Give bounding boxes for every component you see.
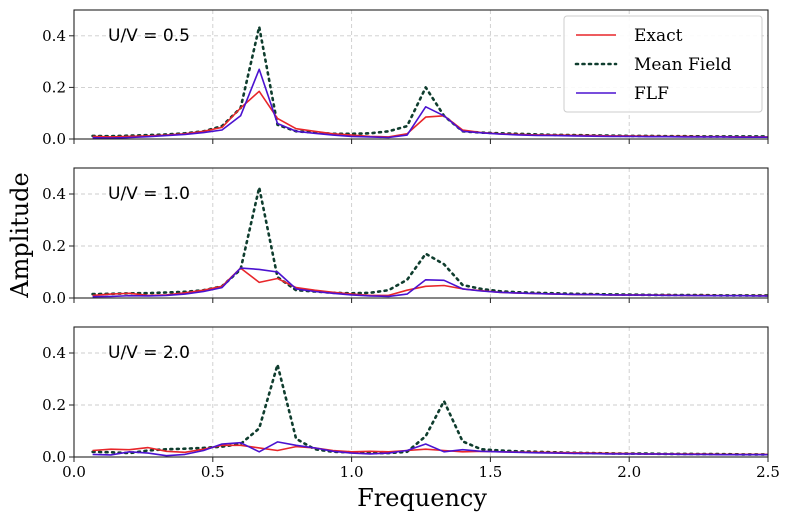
x-tick-label: 2.0: [617, 463, 641, 481]
plot-frame: [73, 326, 769, 458]
legend: Exact Mean Field FLF: [563, 15, 763, 113]
x-axis-title: Frequency: [357, 484, 487, 512]
y-tick-label: 0.0: [42, 448, 66, 466]
legend-label: Mean Field: [634, 55, 732, 75]
y-tick-label: 0.4: [42, 27, 66, 45]
y-tick-label: 0.4: [42, 344, 66, 362]
y-tick-label: 0.0: [42, 130, 66, 148]
x-tick-label: 0.5: [201, 463, 225, 481]
y-axis-title: Amplitude: [6, 172, 34, 298]
legend-box: [563, 15, 763, 113]
series-line-flf: [92, 267, 768, 298]
y-tick-label: 0.4: [42, 185, 66, 203]
x-tick-label: 0.0: [62, 463, 86, 481]
x-tick-label: 1.5: [478, 463, 502, 481]
panel-label: U/V = 0.5: [108, 26, 190, 46]
plot-frame: [73, 9, 769, 140]
panel-label: U/V = 2.0: [108, 343, 190, 363]
panel-2: 0.0 0.2 0.4 U/V = 1.0: [42, 167, 769, 307]
legend-label: FLF: [634, 84, 669, 104]
panel-3: 0.0 0.2 0.4 0.0 0.5 1.0 1.5 2.0 2.5 U/V = 2.0: [42, 326, 780, 481]
panel-1: 0.0 0.2 0.4 U/V = 0.5 Exact Mean Field FLF: [42, 9, 769, 148]
panel-label: U/V = 1.0: [108, 184, 190, 204]
x-tick-label: 1.0: [340, 463, 364, 481]
y-tick-label: 0.2: [42, 78, 66, 96]
series-line-flf: [92, 441, 768, 457]
x-tick-label: 2.5: [756, 463, 780, 481]
series-line-flf: [92, 68, 768, 139]
plot-frame: [73, 167, 769, 299]
y-tick-label: 0.2: [42, 396, 66, 414]
series-line-mean-field: [91, 363, 768, 456]
y-tick-label: 0.0: [42, 289, 66, 307]
y-tick-label: 0.2: [42, 237, 66, 255]
legend-label: Exact: [634, 26, 683, 46]
series-line-exact: [92, 267, 768, 297]
